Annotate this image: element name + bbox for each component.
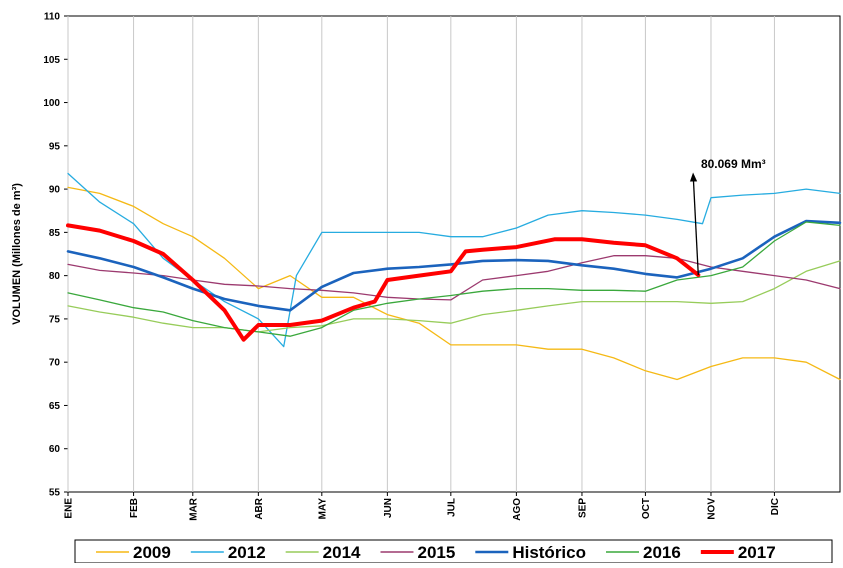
annotation: 80.069 Mm³ <box>701 157 766 171</box>
legend-label: 2015 <box>417 543 455 562</box>
legend-label: 2016 <box>643 543 681 562</box>
legend-label: 2012 <box>228 543 266 562</box>
y-tick-label: 95 <box>49 141 61 152</box>
x-tick-label: JUN <box>383 498 394 518</box>
x-tick-label: OCT <box>641 498 652 519</box>
series-line <box>67 221 841 337</box>
series-line <box>66 219 842 312</box>
y-tick-label: 60 <box>49 444 61 455</box>
legend-label: Histórico <box>512 543 586 562</box>
y-tick-label: 70 <box>49 358 61 369</box>
y-tick-label: 75 <box>49 314 61 325</box>
y-tick-label: 55 <box>49 488 61 499</box>
plot-area <box>67 15 841 493</box>
legend-label: 2014 <box>323 543 361 562</box>
x-tick-label: NOV <box>706 498 717 520</box>
x-tick-label: JUL <box>446 498 457 517</box>
x-tick-label: ABR <box>254 497 265 519</box>
y-axis-label: VOLUMEN (Millones de m³) <box>11 183 23 325</box>
y-tick-label: 90 <box>49 185 61 196</box>
y-tick-label: 100 <box>43 98 60 109</box>
x-tick-label: DIC <box>770 498 781 515</box>
y-tick-label: 85 <box>49 228 61 239</box>
series-line <box>67 255 841 301</box>
x-tick-label: ENE <box>64 498 75 519</box>
x-tick-label: FEB <box>129 498 140 518</box>
annotation-arrow <box>689 172 699 276</box>
x-tick-label: MAR <box>188 497 199 521</box>
x-tick-label: AGO <box>512 498 523 521</box>
y-tick-label: 65 <box>49 401 61 412</box>
series-line <box>67 260 841 333</box>
legend-label: 2017 <box>738 543 776 562</box>
series-line <box>67 186 841 381</box>
series-line <box>67 172 841 348</box>
y-tick-label: 80 <box>49 271 61 282</box>
x-tick-label: SEP <box>577 498 588 518</box>
series-line <box>66 223 701 342</box>
y-tick-label: 105 <box>43 55 60 66</box>
legend-label: 2009 <box>133 543 171 562</box>
x-tick-label: MAY <box>317 498 328 520</box>
y-tick-label: 110 <box>44 12 61 23</box>
